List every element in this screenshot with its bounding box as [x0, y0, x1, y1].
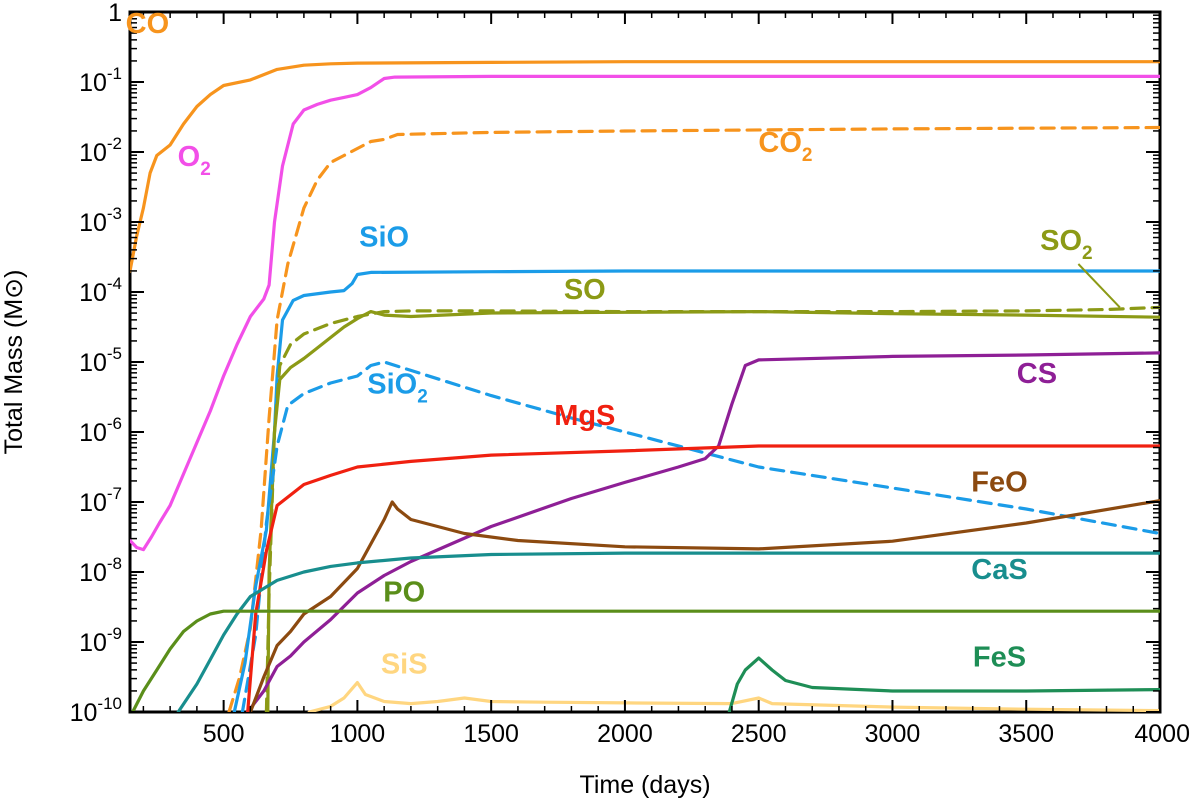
x-tick-label: 1000	[330, 720, 386, 748]
series-line-cs	[246, 351, 1160, 712]
x-tick-label: 2000	[597, 720, 653, 748]
series-line-sio2	[240, 360, 1160, 712]
y-tick-label: 10-10	[70, 694, 122, 727]
x-tick-label: 3000	[865, 720, 921, 748]
plot-frame	[128, 10, 1162, 714]
series-layer	[130, 60, 1160, 712]
series-line-po	[131, 609, 1160, 712]
series-label-o2: O2	[178, 141, 211, 180]
series-label-so2: SO2	[1040, 225, 1092, 264]
y-tick-label: 10-8	[79, 554, 122, 587]
series-label-sio2: SiO2	[367, 369, 428, 408]
x-tick-label: 3500	[998, 720, 1054, 748]
x-tick-label: 500	[203, 720, 245, 748]
y-tick-label: 10-2	[79, 134, 122, 167]
x-tick-label: 2500	[731, 720, 787, 748]
x-tick-label: 4000	[1134, 720, 1190, 748]
series-label-mgs: MgS	[554, 400, 615, 432]
x-axis-title: Time (days)	[579, 771, 710, 799]
x-axis: 500 1000 1500 2000 2500 3000 3500 4000	[142, 12, 1190, 748]
series-line-o2	[130, 74, 1160, 552]
series-label-po: PO	[383, 576, 425, 608]
series-label-feo: FeO	[971, 467, 1027, 499]
series-line-co	[130, 60, 1160, 273]
series-label-cs: CS	[1017, 358, 1057, 390]
series-label-fes: FeS	[973, 642, 1026, 674]
y-tick-label: 10-3	[79, 204, 122, 237]
series-line-co2	[227, 125, 1160, 712]
y-tick-label: 10-7	[79, 484, 122, 517]
series-label-so: SO	[564, 274, 606, 306]
series-label-sio: SiO	[359, 222, 409, 254]
series-line-sis	[307, 680, 1160, 712]
series-label-cas: CaS	[971, 554, 1027, 586]
series-label-co: CO	[126, 8, 170, 40]
so2-label-pointer	[1077, 263, 1121, 309]
series-line-mgs	[246, 444, 1160, 712]
y-tick-label: 10-4	[79, 274, 122, 307]
series-line-feo	[248, 499, 1160, 712]
series-line-so2	[264, 305, 1160, 712]
series-line-fes	[727, 656, 1160, 712]
y-tick-label: 10-1	[79, 64, 122, 97]
y-tick-label: 10-5	[79, 344, 122, 377]
y-axis: 1 10-1 10-2 10-3 10-4 10-5 10-6 10-7 10-8 10-9 10-…	[70, 0, 1160, 727]
y-tick-label: 10-9	[79, 624, 122, 657]
series-label-co2: CO2	[758, 127, 812, 166]
y-axis-title: Total Mass (M⊙)	[0, 270, 28, 455]
x-tick-label: 1500	[463, 720, 519, 748]
y-tick-label: 10-6	[79, 414, 122, 447]
y-tick-label: 1	[108, 0, 122, 27]
series-label-sis: SiS	[381, 649, 428, 681]
series-line-cas	[176, 551, 1160, 712]
series-labels: CO O2 CO2 SiO SO2 SO SiO2 CS MgS FeO CaS PO SiS FeS	[126, 8, 1093, 681]
